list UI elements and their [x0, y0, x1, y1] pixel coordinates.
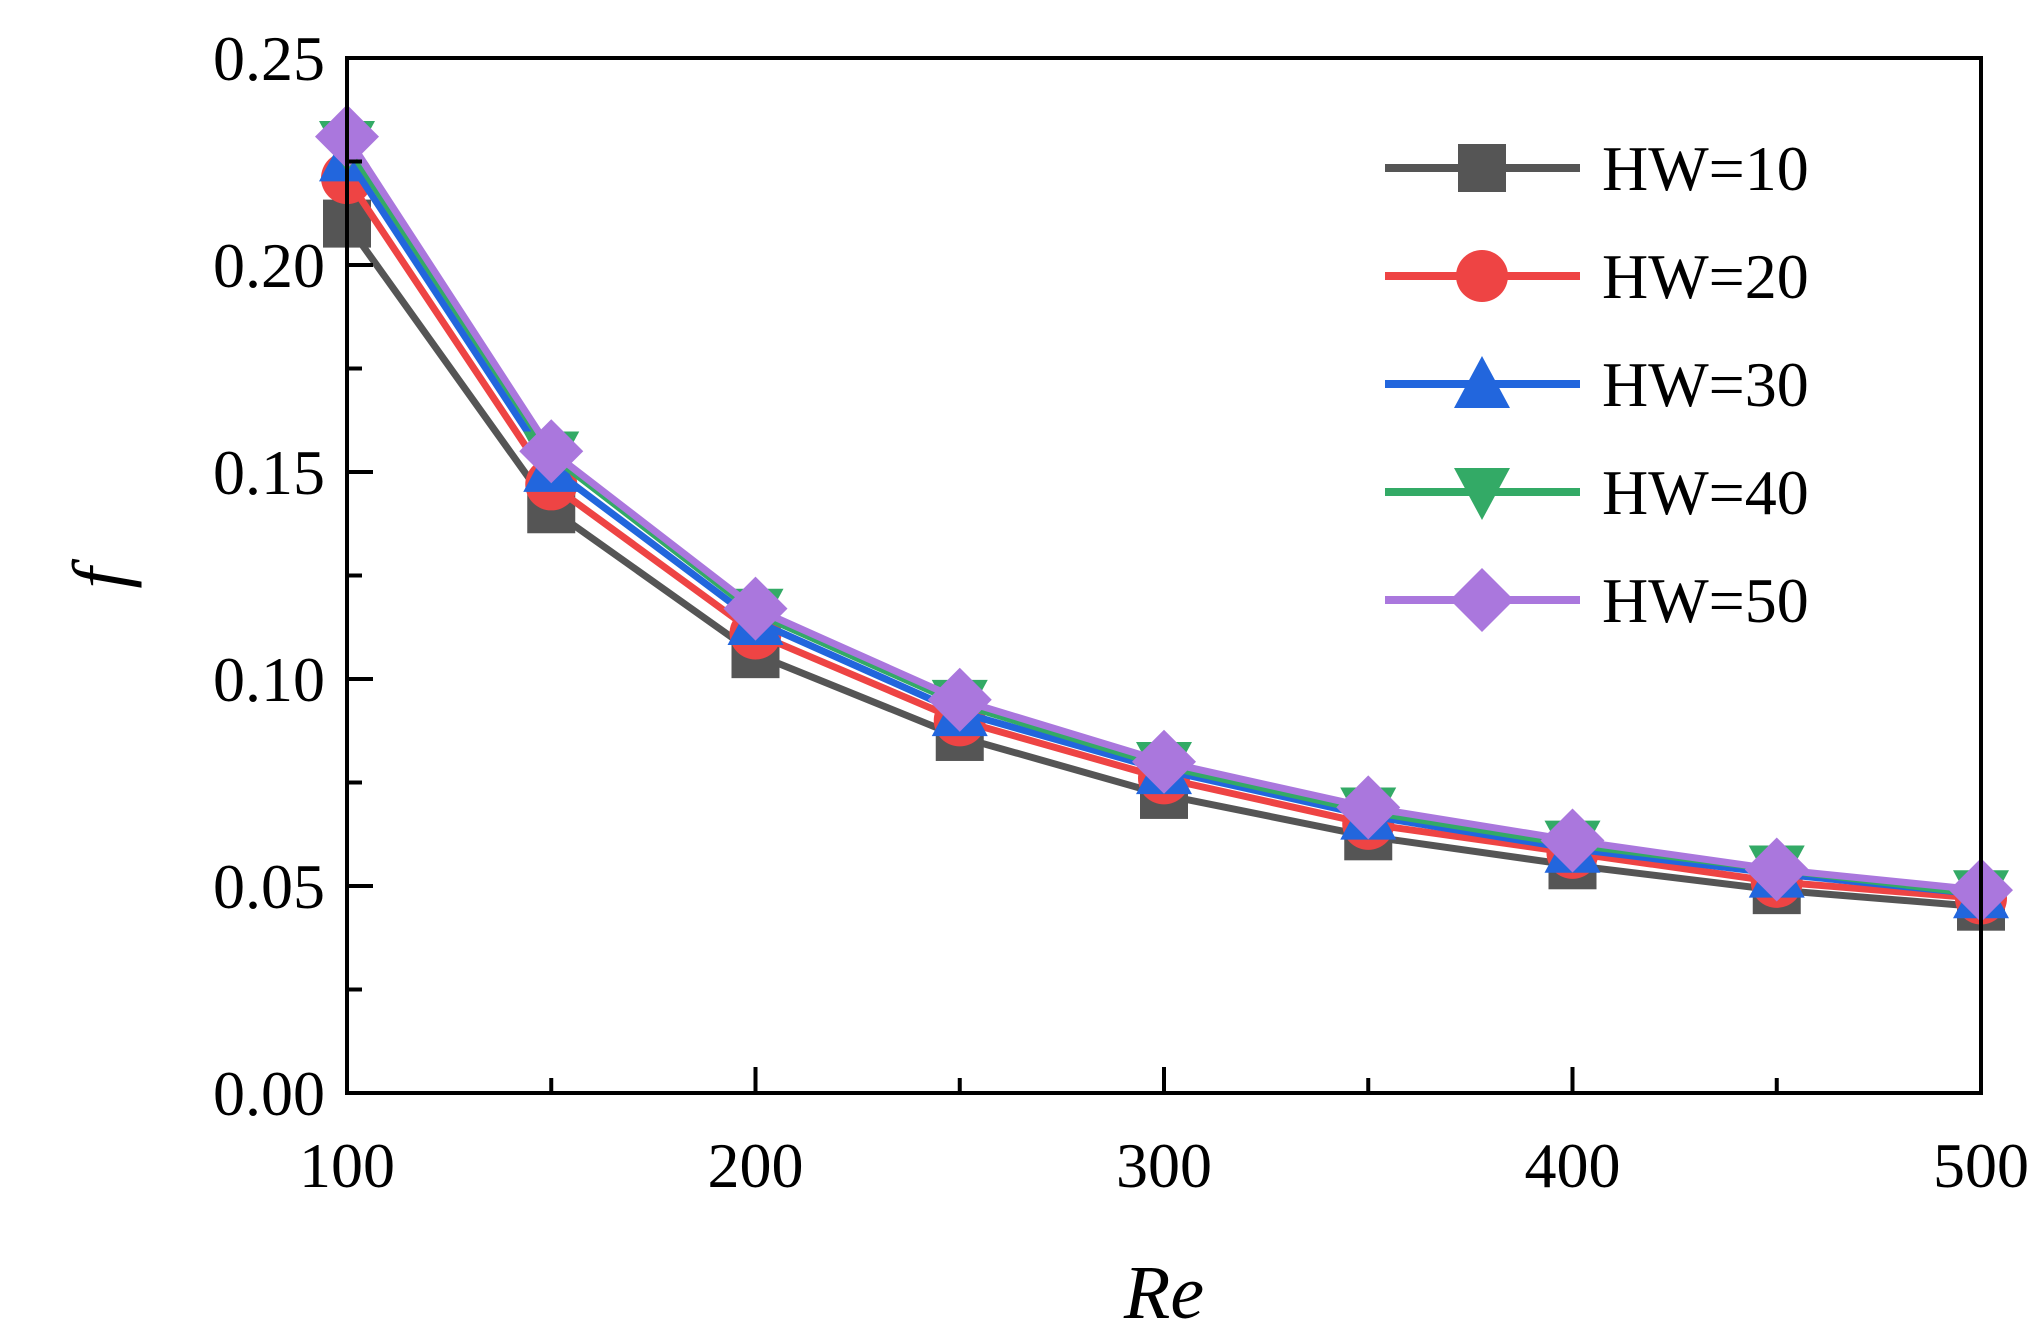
x-tick-label: 500 — [1933, 1130, 2029, 1201]
legend-label: HW=40 — [1602, 457, 1809, 528]
data-point — [1336, 775, 1401, 840]
data-point — [927, 667, 992, 732]
data-point — [1132, 729, 1196, 794]
legend-marker — [1454, 468, 1510, 520]
data-point — [723, 576, 788, 641]
data-point — [519, 419, 584, 484]
legend-label: HW=30 — [1602, 349, 1809, 420]
legend: HW=10 HW=20 HW=30 HW=40 HW=50 — [1385, 133, 1809, 636]
y-tick-label: 0.10 — [213, 644, 325, 715]
plot-layer — [315, 104, 2013, 931]
x-tick-label: 400 — [1525, 1130, 1621, 1201]
legend-marker — [1456, 250, 1508, 302]
y-tick-label: 0.00 — [213, 1058, 325, 1129]
legend-marker — [1450, 568, 1514, 632]
y-axis-title: f — [58, 559, 142, 589]
data-point — [1744, 837, 1809, 902]
y-tick-label: 0.25 — [213, 23, 325, 94]
legend-label: HW=10 — [1602, 133, 1809, 204]
legend-marker — [1454, 356, 1510, 408]
x-tick-label: 100 — [299, 1130, 395, 1201]
legend-label: HW=50 — [1602, 565, 1809, 636]
legend-marker — [1458, 144, 1506, 192]
y-tick-label: 0.05 — [213, 851, 325, 922]
data-point — [1540, 808, 1605, 873]
y-tick-label: 0.15 — [213, 437, 325, 508]
y-tick-label: 0.20 — [213, 230, 325, 301]
x-axis-title: Re — [1123, 1251, 1204, 1335]
axis-layer: 0.00 0.05 0.10 0.15 0.20 0.25 100 200 300 400 500 — [213, 23, 2029, 1201]
x-tick-label: 300 — [1116, 1130, 1212, 1201]
x-tick-label: 200 — [708, 1130, 804, 1201]
legend-label: HW=20 — [1602, 241, 1809, 312]
